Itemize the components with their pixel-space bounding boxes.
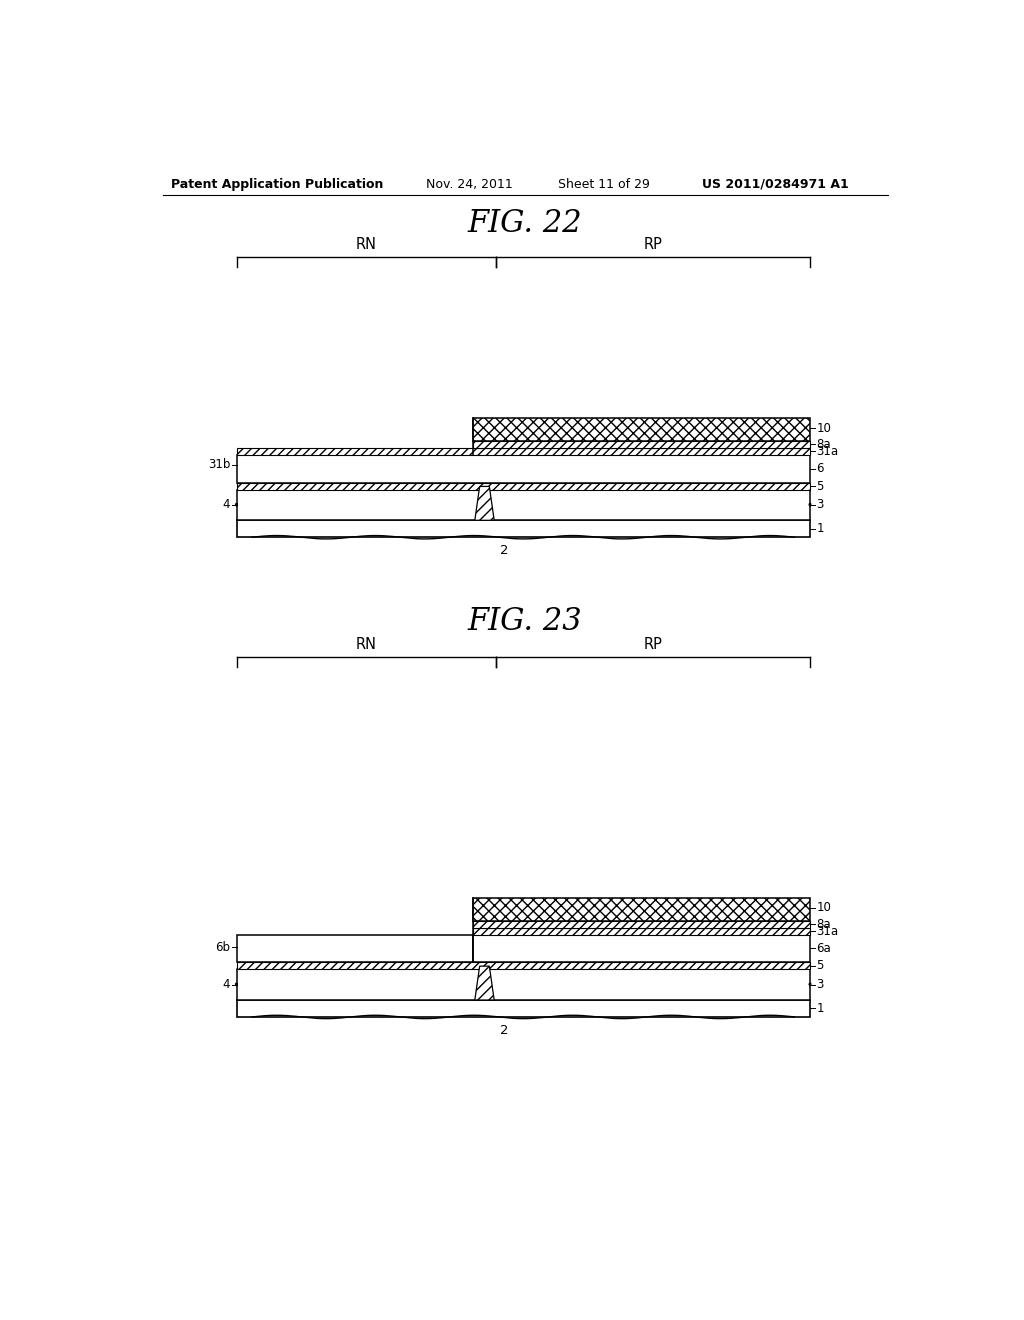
Text: 6a: 6a	[816, 942, 830, 954]
Text: Patent Application Publication: Patent Application Publication	[171, 178, 383, 190]
Bar	[237, 969, 810, 1001]
Text: 5: 5	[816, 479, 823, 492]
Text: US 2011/0284971 A1: US 2011/0284971 A1	[701, 178, 848, 190]
Bar	[237, 447, 810, 455]
Text: 2: 2	[500, 544, 508, 557]
Text: 8a: 8a	[816, 438, 830, 451]
Text: Nov. 24, 2011: Nov. 24, 2011	[426, 178, 513, 190]
Text: 31a: 31a	[816, 445, 839, 458]
Bar	[237, 935, 473, 962]
Text: RN: RN	[355, 236, 377, 252]
Bar	[237, 483, 810, 490]
Bar	[237, 1001, 810, 1016]
Text: 10: 10	[816, 422, 831, 434]
Text: 3: 3	[816, 499, 823, 511]
Bar	[473, 935, 810, 962]
Bar	[473, 898, 810, 921]
Bar	[473, 921, 810, 928]
Text: RN: RN	[355, 638, 377, 652]
Polygon shape	[475, 487, 495, 520]
Text: 10: 10	[816, 902, 831, 915]
Text: Sheet 11 of 29: Sheet 11 of 29	[558, 178, 650, 190]
Text: FIG. 23: FIG. 23	[468, 606, 582, 638]
Text: 1: 1	[816, 1002, 823, 1015]
Text: 6b: 6b	[215, 941, 230, 953]
Text: 5: 5	[816, 960, 823, 973]
Text: 6: 6	[816, 462, 823, 475]
Text: RP: RP	[644, 236, 663, 252]
Text: 4: 4	[223, 499, 230, 511]
Bar	[237, 520, 810, 537]
Bar	[473, 441, 810, 447]
Text: 8a: 8a	[816, 917, 830, 931]
Text: 31b: 31b	[208, 458, 230, 471]
Text: FIG. 22: FIG. 22	[468, 209, 582, 239]
Text: 1: 1	[816, 523, 823, 536]
Bar	[473, 928, 810, 935]
Bar	[473, 418, 810, 441]
Text: RP: RP	[644, 638, 663, 652]
Text: 4: 4	[223, 978, 230, 991]
Bar	[237, 962, 810, 969]
Polygon shape	[475, 966, 495, 1001]
Bar	[237, 455, 810, 483]
Text: 31a: 31a	[816, 924, 839, 937]
Bar	[237, 490, 810, 520]
Text: 2: 2	[500, 1023, 508, 1036]
Text: 3: 3	[816, 978, 823, 991]
